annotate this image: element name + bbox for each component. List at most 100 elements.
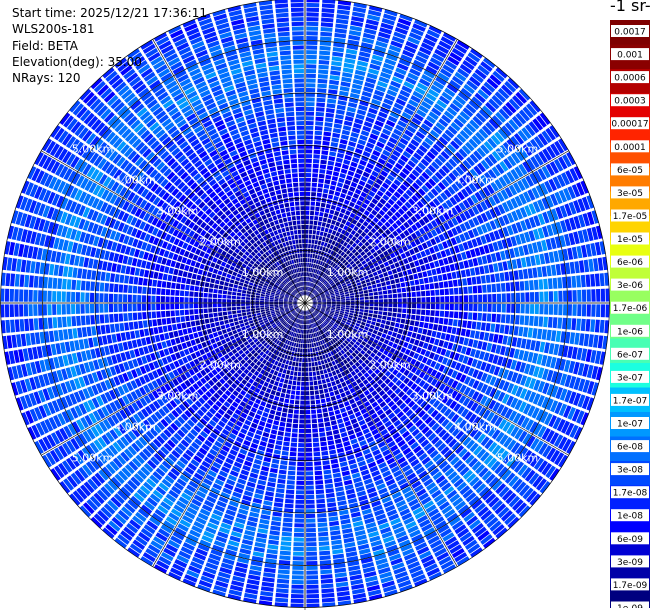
beta-cell (195, 548, 208, 557)
beta-cell (510, 442, 521, 454)
beta-cell (522, 487, 534, 500)
beta-cell (346, 425, 353, 431)
beta-cell (282, 407, 288, 413)
beta-cell (402, 548, 415, 557)
beta-cell (397, 18, 412, 27)
beta-cell (366, 331, 372, 336)
beta-cell (363, 28, 377, 35)
beta-cell (407, 269, 413, 275)
beta-cell (502, 141, 513, 153)
beta-cell (322, 383, 328, 389)
beta-cell (306, 334, 309, 339)
beta-cell (470, 547, 483, 558)
beta-cell (497, 391, 506, 402)
beta-cell (306, 36, 318, 41)
beta-cell (351, 127, 361, 134)
beta-cell (260, 586, 274, 592)
beta-cell (383, 13, 397, 21)
beta-cell (324, 321, 328, 325)
beta-cell (301, 372, 305, 377)
beta-cell (160, 551, 174, 562)
beta-cell (331, 299, 336, 302)
beta-cell (229, 405, 236, 412)
beta-cell (214, 478, 225, 487)
beta-cell (351, 352, 357, 358)
beta-cell (315, 294, 320, 298)
beta-cell (311, 313, 314, 318)
beta-cell (442, 385, 450, 394)
beta-cell (441, 114, 452, 124)
beta-cell (268, 346, 273, 351)
beta-cell (582, 379, 590, 393)
beta-cell (375, 558, 388, 566)
beta-cell (594, 273, 600, 287)
beta-cell (310, 400, 316, 405)
beta-cell (508, 495, 521, 508)
beta-cell (273, 338, 278, 344)
beta-cell (468, 259, 474, 268)
beta-cell (392, 289, 397, 294)
beta-cell (423, 96, 434, 106)
beta-cell (314, 470, 323, 476)
beta-cell (381, 239, 387, 246)
beta-cell (252, 498, 263, 504)
beta-cell (354, 368, 360, 374)
beta-cell (358, 218, 365, 224)
beta-cell (322, 303, 327, 304)
beta-cell (333, 195, 339, 201)
beta-cell (472, 380, 480, 390)
beta-cell (402, 385, 410, 393)
beta-cell (554, 401, 563, 415)
beta-cell (417, 546, 430, 555)
beta-cell (305, 447, 313, 452)
beta-cell (293, 342, 297, 347)
beta-cell (316, 192, 322, 198)
beta-cell (464, 185, 473, 195)
beta-cell (416, 309, 421, 315)
beta-cell (334, 271, 339, 276)
beta-cell (191, 403, 199, 412)
beta-cell (474, 526, 487, 538)
beta-cell (317, 346, 321, 351)
beta-cell (362, 566, 376, 574)
beta-cell (548, 343, 555, 355)
beta-cell (576, 410, 585, 424)
beta-cell (434, 439, 443, 449)
beta-cell (305, 154, 313, 159)
beta-cell (360, 95, 371, 102)
beta-cell (142, 552, 156, 563)
beta-cell (247, 574, 261, 581)
beta-cell (362, 473, 372, 481)
beta-cell (316, 308, 321, 311)
beta-cell (305, 121, 314, 126)
beta-cell (340, 168, 348, 174)
beta-cell (308, 234, 312, 239)
beta-cell (284, 364, 288, 370)
beta-cell (502, 226, 510, 237)
beta-cell (306, 589, 319, 594)
beta-cell (449, 263, 456, 272)
beta-cell (477, 89, 489, 100)
beta-cell (300, 400, 305, 405)
beta-cell (566, 276, 572, 288)
beta-cell (318, 320, 322, 324)
beta-cell (202, 414, 211, 422)
beta-cell (506, 171, 516, 183)
beta-cell (401, 313, 407, 319)
beta-cell (550, 143, 561, 157)
beta-cell (434, 338, 440, 346)
beta-cell (299, 314, 301, 319)
beta-cell (387, 381, 395, 388)
beta-cell (480, 61, 493, 72)
beta-cell (481, 125, 493, 136)
beta-cell (348, 565, 361, 572)
beta-cell (514, 149, 525, 162)
beta-cell (191, 556, 205, 566)
beta-cell (403, 229, 410, 237)
beta-cell (410, 502, 421, 511)
beta-cell (314, 216, 319, 221)
beta-cell (387, 483, 398, 491)
beta-cell (310, 295, 315, 298)
beta-cell (536, 478, 547, 491)
beta-cell (396, 288, 402, 293)
